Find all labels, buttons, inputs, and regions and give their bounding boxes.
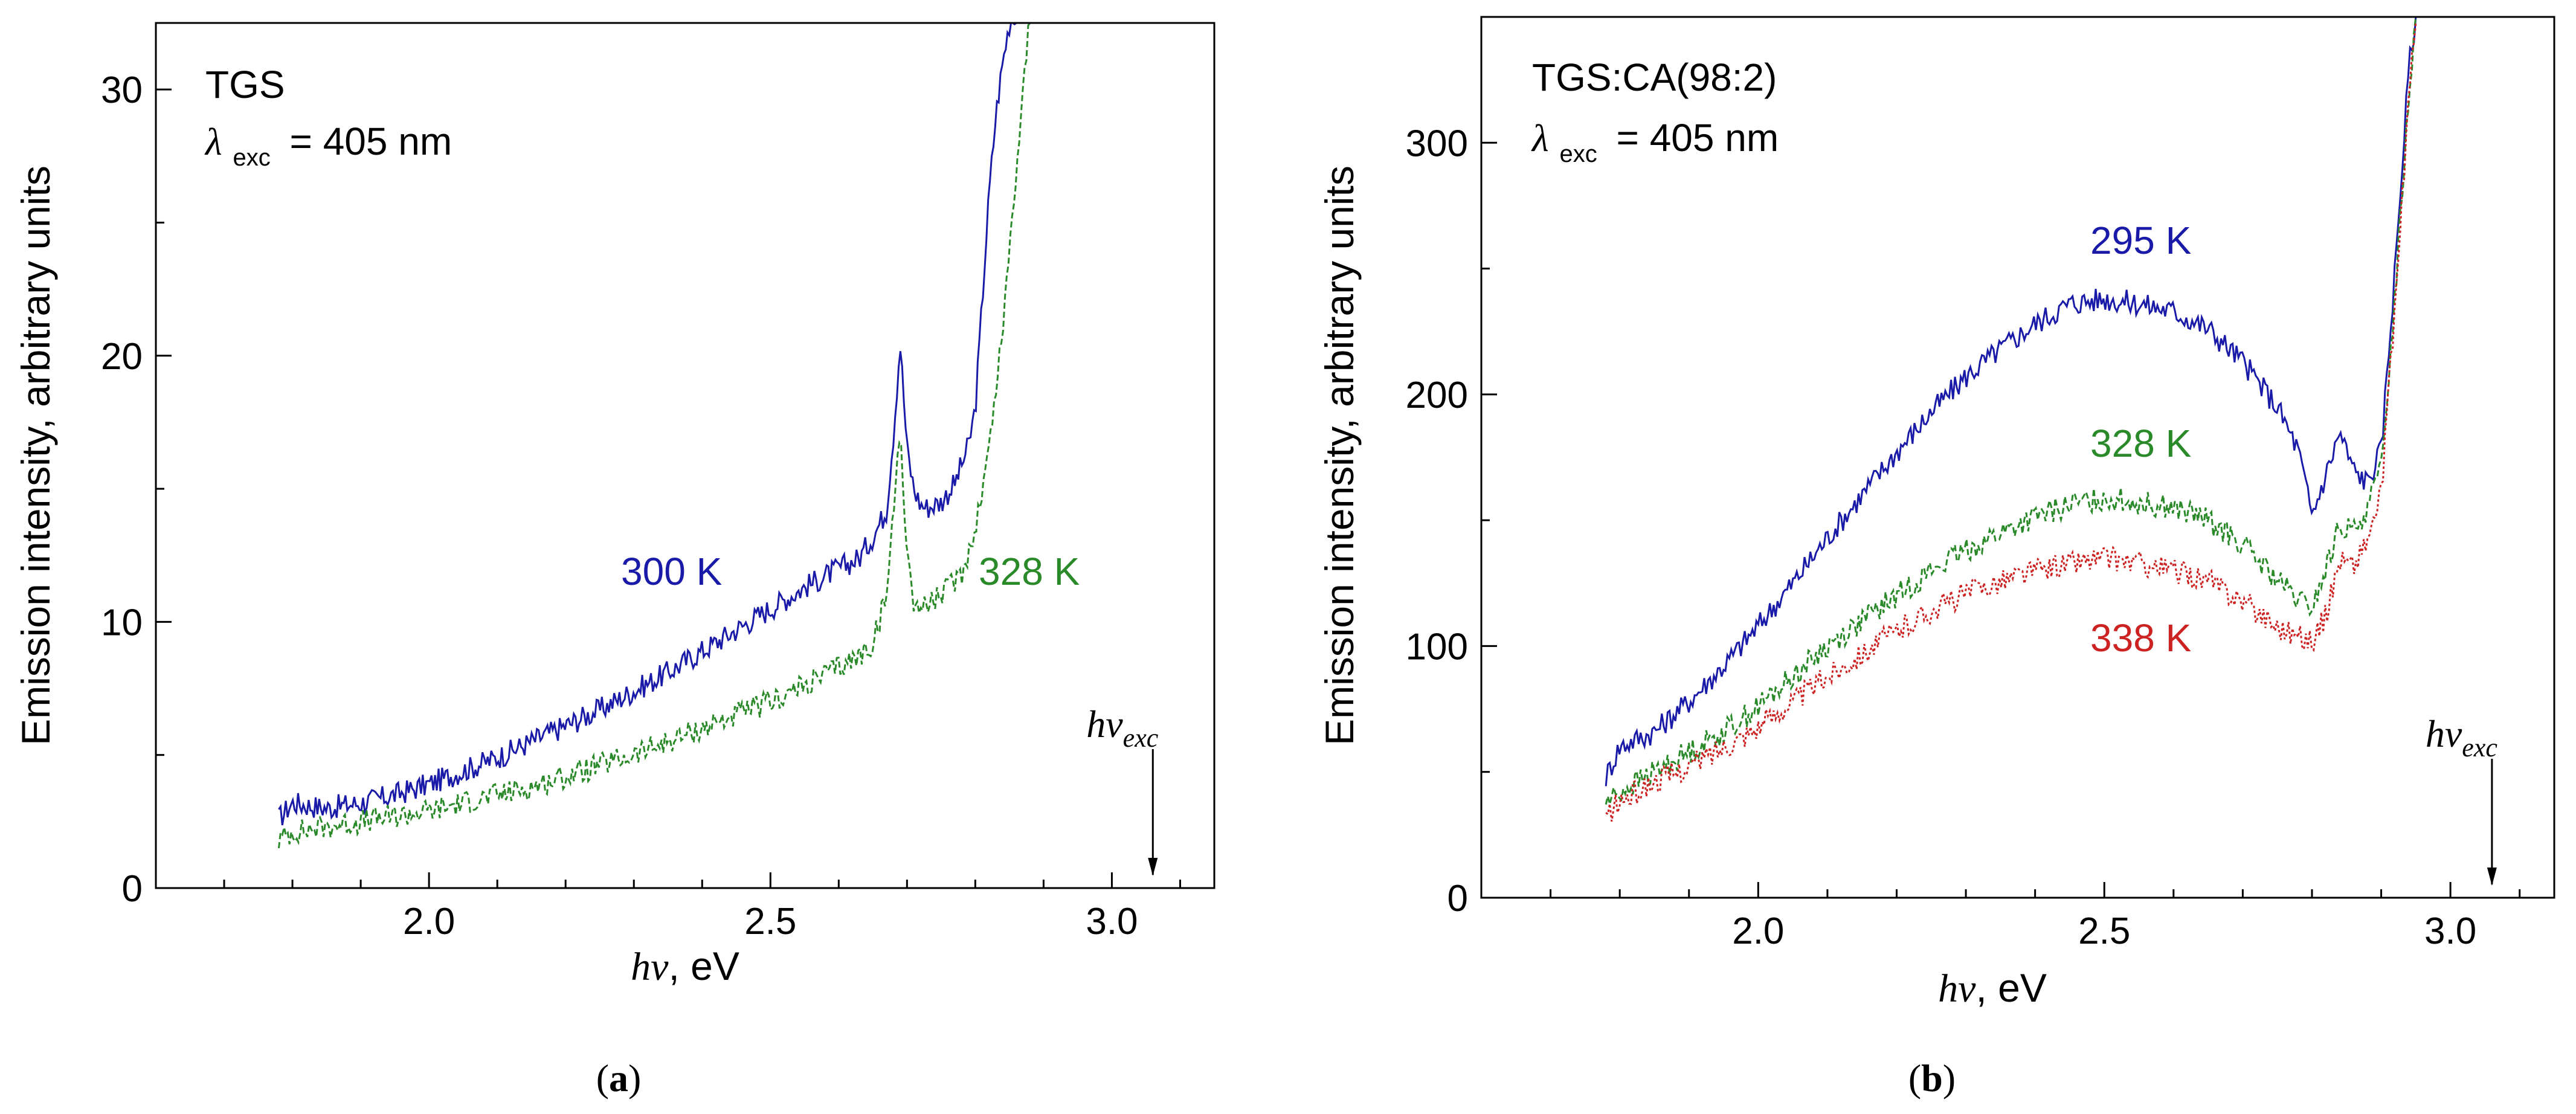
y-tick-label: 0 [122, 868, 143, 910]
y-tick-label: 10 [101, 602, 143, 643]
panel-b-series-label-295k: 295 K [2090, 219, 2191, 262]
series-line-300-k [278, 22, 1017, 826]
panel-a-excitation-subscript: exc [233, 144, 271, 171]
series-line-338-k [1605, 23, 2417, 822]
marker-label-base: hν [2426, 712, 2462, 755]
panel-b-series-label-338k: 338 K [2090, 616, 2191, 660]
marker-label-subscript: exc [2462, 733, 2497, 762]
panel-b-excitation-value: = 405 nm [1617, 116, 1779, 159]
y-tick-label: 200 [1406, 375, 1468, 416]
x-tick-label: 2.0 [403, 901, 455, 942]
panel-b-ticks: 2.0 2.5 3.0 0 100 200 300 [1406, 16, 2521, 952]
marker-label: hνexc [2426, 712, 2497, 762]
series-line-295-k [1605, 16, 2417, 787]
panel-a-series-label-328k: 328 K [979, 550, 1080, 593]
marker-label: hνexc [1086, 703, 1158, 753]
panel-a-caption-letter: a [609, 1057, 628, 1100]
x-tick-label: 2.5 [2078, 910, 2130, 952]
marker-arrow-head [1148, 858, 1158, 876]
y-tick-label: 300 [1406, 123, 1468, 164]
panel-a-excitation-label: λ exc = 405 nm [204, 120, 452, 174]
panel-a-sample-label: TGS [205, 63, 285, 106]
panel-b-series [1605, 16, 2417, 822]
x-tick-label: 2.0 [1732, 910, 1784, 952]
panel-a-x-axis-unit: , eV [668, 944, 739, 988]
panel-a-excitation-value: = 405 nm [290, 120, 452, 163]
marker-label-base: hν [1086, 703, 1123, 745]
x-tick-label: 2.5 [744, 901, 796, 942]
chart-panel-b: 2.0 2.5 3.0 0 100 200 300 TGS:CA(98:2) λ exc =… [1317, 16, 2555, 1100]
panel-b-caption: (b) [1908, 1057, 1956, 1100]
panel-a-x-axis-symbol: hν [631, 945, 669, 989]
panel-b-plot-frame [1480, 16, 2555, 899]
panel-b-x-axis-title: hν, eV [1938, 965, 2047, 1011]
panel-a-plot-frame [155, 22, 1216, 889]
marker-label-subscript: exc [1123, 723, 1159, 753]
panel-b-excitation-subscript: exc [1560, 141, 1597, 167]
panel-a-x-axis-title: hν, eV [631, 944, 739, 989]
panel-b-caption-letter: b [1921, 1057, 1943, 1100]
panel-b-x-axis-unit: , eV [1975, 965, 2046, 1010]
panel-a-excitation-symbol: λ [204, 120, 222, 163]
panel-a-excitation-marker: hνexc [1086, 703, 1159, 876]
panel-b-series-label-328k: 328 K [2090, 422, 2191, 465]
y-tick-label: 20 [101, 336, 143, 378]
panel-a-series-label-300k: 300 K [621, 550, 722, 593]
x-tick-label: 3.0 [1086, 901, 1138, 942]
panel-b-y-axis-title: Emission intensity, arbitrary units [1317, 166, 1362, 745]
panel-b-sample-label: TGS:CA(98:2) [1532, 56, 1777, 99]
series-line-328-k [1605, 16, 2417, 805]
y-tick-label: 0 [1447, 878, 1468, 919]
panel-b-excitation-symbol: λ [1531, 117, 1549, 159]
panel-a-series [278, 22, 1031, 849]
panel-a-ticks: 2.0 2.5 3.0 0 10 20 30 [101, 69, 1181, 942]
series-line-328-k [278, 22, 1031, 849]
panel-a-caption: (a) [596, 1057, 642, 1100]
x-tick-label: 3.0 [2424, 910, 2476, 952]
panel-a-y-axis-title: Emission intensity, arbitrary units [13, 166, 58, 745]
marker-arrow-head [2487, 868, 2497, 886]
panel-b-excitation-marker: hνexc [2426, 712, 2497, 886]
panel-b-excitation-label: λ exc = 405 nm [1531, 116, 1779, 170]
y-tick-label: 100 [1406, 626, 1468, 668]
chart-panel-a: 2.0 2.5 3.0 0 10 20 30 TGS λ exc = 405 nm 300 … [13, 22, 1216, 1100]
panel-b-x-axis-symbol: hν [1938, 967, 1976, 1011]
y-tick-label: 30 [101, 69, 143, 111]
